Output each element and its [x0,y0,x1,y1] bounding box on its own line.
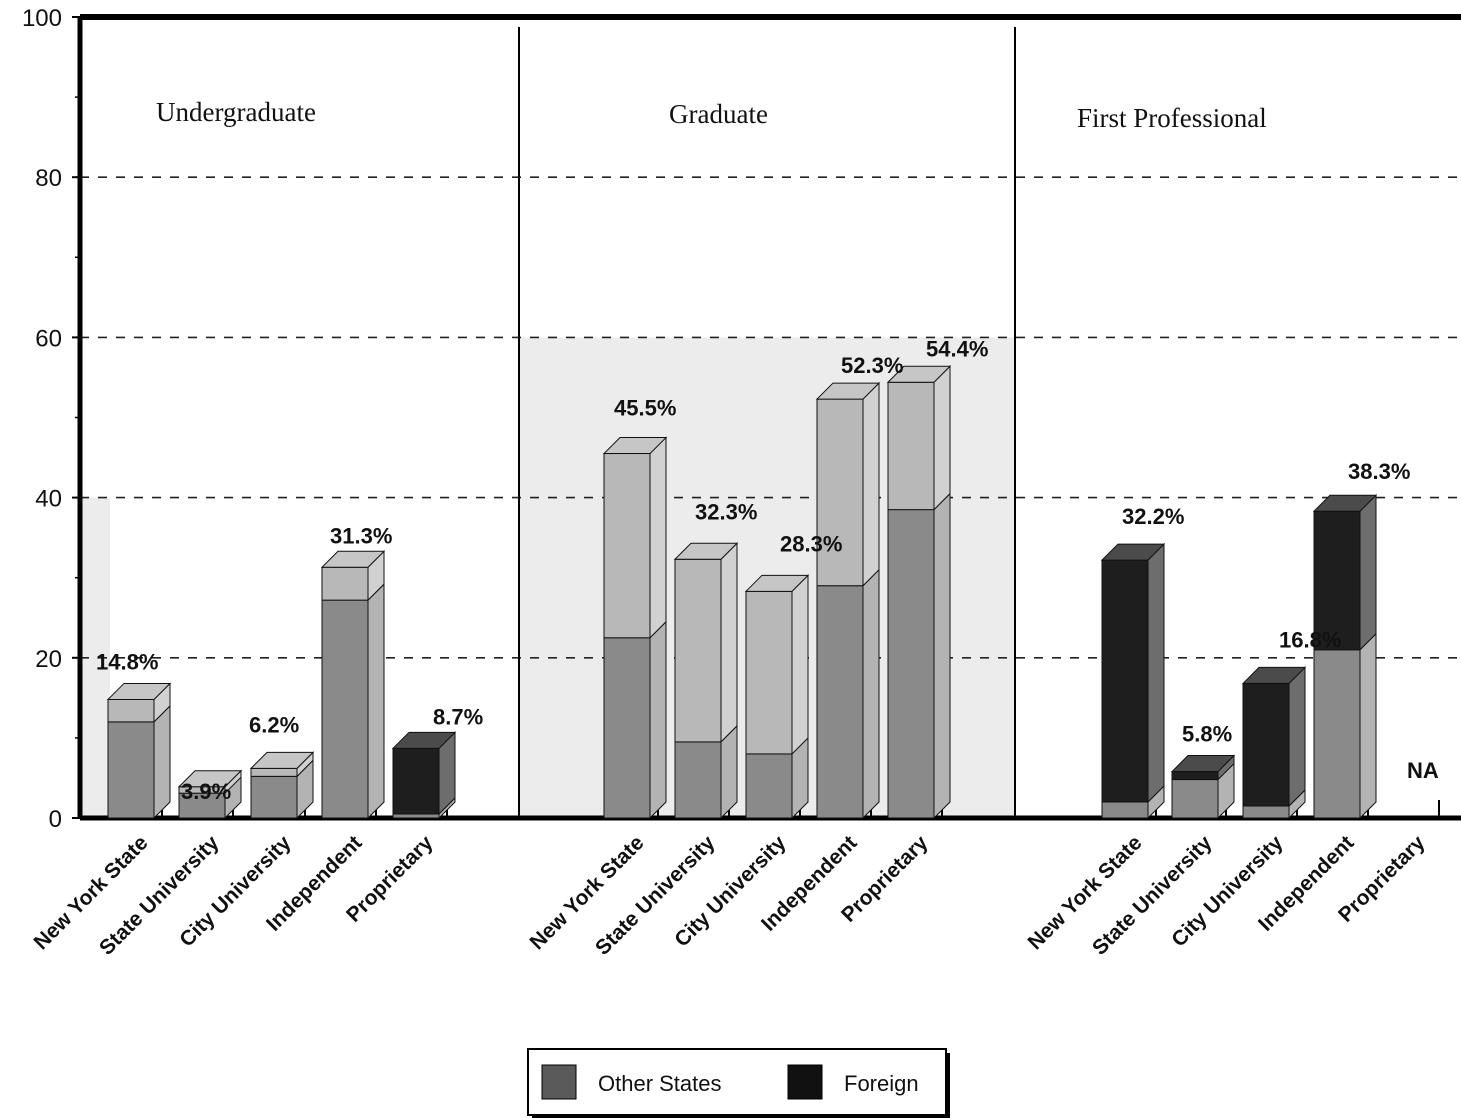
bar-0-2-other-states-front [250,775,298,819]
legend-swatch [541,1064,577,1100]
bar-2-3-other-states-side [1359,632,1377,820]
bar-1-1-other-states-front [674,741,722,819]
y-tick-label: 100 [22,5,62,32]
panel-title: First Professional [1077,103,1267,133]
bar-1-3-foreign-side [862,381,880,587]
bar-2-0-other-states-front [1101,801,1149,819]
bar-2-2-foreign-top [1241,666,1307,684]
bar-1-1-foreign-top [673,542,739,560]
panel-title: Undergraduate [156,97,316,127]
data-label: 28.3% [780,531,842,556]
bar-1-0-foreign-side [649,436,667,639]
bar-2-1-foreign-front [1171,771,1219,781]
bar-0-3-foreign-front [321,566,369,601]
bar-1-4-other-states-front [887,509,935,819]
bar-2-0-foreign-side [1147,542,1165,804]
bar-1-3-other-states-side [862,568,880,820]
panel-title: Graduate [669,99,768,129]
y-tick-label: 80 [35,165,62,192]
bar-1-2-foreign-front [745,590,793,755]
y-tick-label: 60 [35,325,62,352]
bar-0-1-foreign-top [177,770,243,788]
bar-1-4-foreign-front [887,381,935,511]
bar-1-0-foreign-front [603,453,651,639]
bar-1-0-other-states-side [649,620,667,820]
bar-2-0-foreign-front [1101,559,1149,803]
bar-2-0-foreign-top [1100,543,1166,561]
bar-1-0-other-states-front [603,637,651,819]
data-label: 14.8% [96,649,158,674]
x-tick-label: State University [591,831,720,960]
bar-0-0-foreign-front [107,698,155,723]
x-tick-label: State University [1088,831,1217,960]
bar-1-3-foreign-front [816,398,864,587]
data-label: 8.7% [433,704,483,729]
bar-0-3-foreign-top [320,550,386,568]
bar-2-2-foreign-front [1242,682,1290,807]
bar-1-3-other-states-front [816,585,864,819]
bar-2-2-other-states-front [1242,805,1290,819]
y-tick-label: 40 [35,486,62,513]
data-label: 32.2% [1122,504,1184,529]
bar-0-4-other-states-front [392,813,440,819]
bar-0-4-foreign-front [392,747,440,815]
x-tick-label: State University [95,831,224,960]
y-tick-label: 0 [49,806,62,833]
data-label: 52.3% [841,353,903,378]
legend-box [527,1048,947,1116]
data-label: 45.5% [614,396,676,421]
bar-1-1-foreign-side [720,542,738,744]
bar-1-4-foreign-top [886,365,952,383]
data-label: 54.4% [926,336,988,361]
data-label: 31.3% [330,523,392,548]
bar-1-2-other-states-front [745,753,793,819]
bar-2-3-foreign-top [1312,494,1378,512]
data-label: 38.3% [1348,459,1410,484]
y-tick-label: 20 [35,646,62,673]
bar-2-1-other-states-front [1171,779,1219,819]
legend-label: Other States [598,1071,722,1096]
data-label: 6.2% [249,712,299,737]
legend-label: Foreign [844,1071,919,1096]
data-label: 32.3% [695,499,757,524]
bar-0-4-foreign-top [391,731,457,749]
bar-2-3-other-states-front [1313,649,1361,819]
bar-1-0-foreign-top [602,437,668,455]
bar-0-0-foreign-top [106,682,172,700]
bar-2-2-foreign-side [1288,666,1306,808]
bar-1-2-foreign-side [791,574,809,756]
bar-0-3-other-states-front [321,599,369,819]
bar-2-1-foreign-top [1170,755,1236,773]
data-label: 5.8% [1182,722,1232,747]
bar-1-4-other-states-side [933,492,951,820]
data-label: NA [1407,758,1439,783]
bar-0-3-other-states-side [367,582,385,820]
bar-1-1-foreign-front [674,558,722,743]
data-label: 3.9% [181,779,231,804]
bar-1-4-foreign-side [933,365,951,511]
bar-1-2-foreign-top [744,574,810,592]
bar-1-3-foreign-top [815,382,881,400]
legend-swatch [787,1064,823,1100]
data-label: 16.8% [1279,627,1341,652]
bar-2-3-foreign-side [1359,494,1377,651]
bar-0-0-other-states-front [107,721,155,819]
bar-0-2-foreign-top [249,751,315,769]
bar-0-0-other-states-side [153,704,171,820]
bar-2-3-foreign-front [1313,510,1361,651]
bar-0-2-foreign-front [250,767,298,777]
